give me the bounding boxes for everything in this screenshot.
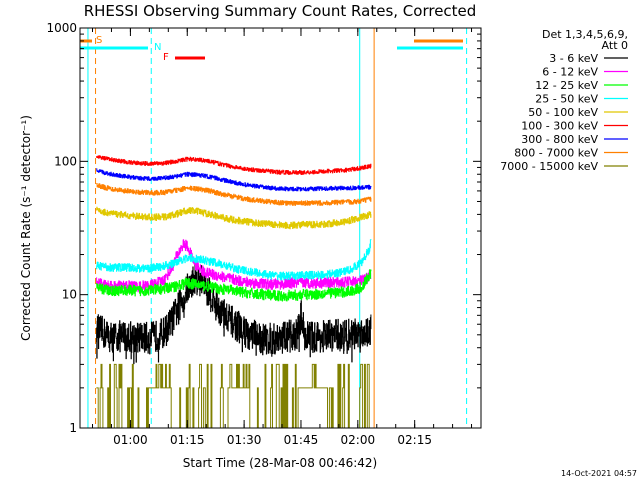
- series-line-4: [96, 206, 372, 230]
- series-line-3: [96, 239, 372, 281]
- plot-frame: [79, 27, 482, 429]
- x-tick-label: 01:45: [284, 433, 319, 447]
- flag-label-n: N: [154, 42, 161, 53]
- x-tick-label: 01:30: [227, 433, 262, 447]
- legend-label: 3 - 6 keV: [549, 52, 598, 65]
- y-axis: 1 10 100 1000: [46, 21, 481, 435]
- legend-label: 100 - 300 keV: [521, 120, 598, 133]
- series-line-5: [96, 155, 372, 175]
- legend-label: 300 - 800 keV: [521, 133, 598, 146]
- series-line-high-energy: [96, 363, 372, 429]
- series-line-2: [96, 269, 372, 302]
- y-tick-label: 100: [54, 154, 77, 168]
- legend-label: 800 - 7000 keV: [514, 147, 598, 160]
- plot-area: S NF: [80, 28, 468, 429]
- legend-label: 6 - 12 keV: [542, 66, 598, 79]
- legend-header: Det 1,3,4,5,6,9,: [542, 28, 628, 41]
- flag-label-f: F: [163, 52, 169, 63]
- legend-label: 7000 - 15000 keV: [500, 160, 598, 173]
- legend-label: 25 - 50 keV: [535, 93, 598, 106]
- y-tick-label: 1000: [46, 21, 77, 35]
- x-tick-label: 02:00: [341, 433, 376, 447]
- series-line-6: [96, 168, 372, 192]
- chart-title: RHESSI Observing Summary Count Rates, Co…: [84, 2, 477, 20]
- y-axis-label: Corrected Count Rate (s⁻¹ detector⁻¹): [19, 115, 33, 341]
- legend-label: 50 - 100 keV: [528, 106, 598, 119]
- flag-label-s: S: [96, 35, 102, 46]
- y-tick-label: 1: [69, 421, 77, 435]
- series-line-7: [96, 183, 372, 206]
- legend-header: Att 0: [602, 39, 628, 52]
- y-tick-label: 10: [62, 288, 77, 302]
- footer-timestamp: 14-Oct-2021 04:57: [561, 469, 637, 478]
- legend-label: 12 - 25 keV: [535, 79, 598, 92]
- x-tick-label: 01:15: [170, 433, 205, 447]
- x-tick-label: 02:15: [397, 433, 432, 447]
- x-tick-label: 01:00: [113, 433, 148, 447]
- x-axis-label: Start Time (28-Mar-08 00:46:42): [183, 456, 377, 470]
- x-axis: 01:00 01:15 01:30 01:45 02:00 02:15: [92, 28, 473, 447]
- series-line-0: [96, 263, 372, 365]
